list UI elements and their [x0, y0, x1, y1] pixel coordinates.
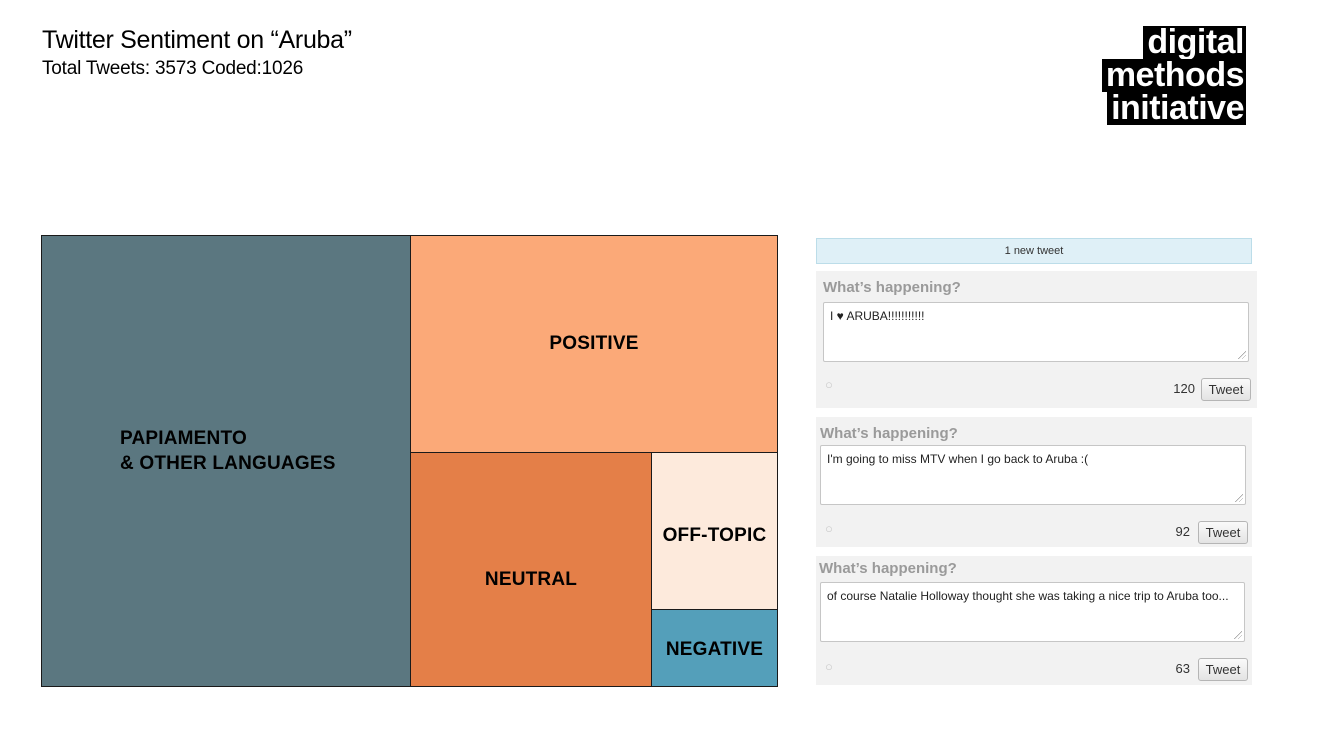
tweet-prompt: What’s happening?	[820, 425, 958, 442]
tweet-textarea[interactable]: I'm going to miss MTV when I go back to …	[820, 445, 1246, 505]
char-count: 120	[1173, 381, 1195, 396]
chart-subtitle: Total Tweets: 3573 Coded:1026	[42, 58, 304, 79]
chart-title: Twitter Sentiment on “Aruba”	[42, 26, 352, 54]
location-icon[interactable]: ○	[825, 377, 833, 392]
tweet-box-3: What’s happening? of course Natalie Holl…	[816, 556, 1252, 685]
tweet-prompt: What’s happening?	[823, 279, 961, 296]
logo-line-3: initiative	[1107, 91, 1246, 125]
sentiment-treemap: PAPIAMENTO & OTHER LANGUAGES POSITIVE NEUTR…	[41, 235, 778, 687]
tweet-button[interactable]: Tweet	[1201, 378, 1251, 401]
logo-line-1: digital	[1143, 25, 1246, 59]
tile-negative: NEGATIVE	[651, 609, 778, 687]
tweet-textarea[interactable]: of course Natalie Holloway thought she w…	[820, 582, 1245, 642]
tweet-box-2: What’s happening? I'm going to miss MTV …	[816, 417, 1252, 547]
tweet-text: I'm going to miss MTV when I go back to …	[827, 452, 1089, 466]
location-icon[interactable]: ○	[825, 521, 833, 536]
tile-neutral: NEUTRAL	[410, 452, 652, 687]
tile-label-line: NEGATIVE	[665, 639, 764, 660]
char-count: 63	[1175, 661, 1190, 676]
dmi-logo: digital methods initiative	[1066, 25, 1246, 125]
tweet-text: I ♥ ARUBA!!!!!!!!!!!	[830, 309, 925, 323]
tile-label-line: OFF-TOPIC	[662, 525, 767, 546]
resize-grip-icon[interactable]	[1235, 494, 1243, 502]
tile-label-line: & OTHER LANGUAGES	[120, 452, 336, 474]
tweet-box-1: What’s happening? I ♥ ARUBA!!!!!!!!!!! ○…	[816, 271, 1257, 408]
tile-positive: POSITIVE	[410, 235, 778, 453]
resize-grip-icon[interactable]	[1238, 351, 1246, 359]
tile-label-line: POSITIVE	[549, 333, 639, 354]
char-count: 92	[1175, 524, 1190, 539]
resize-grip-icon[interactable]	[1234, 631, 1242, 639]
tile-label: PAPIAMENTO & OTHER LANGUAGES	[120, 428, 336, 475]
tweet-button[interactable]: Tweet	[1198, 658, 1248, 681]
tweet-text: of course Natalie Holloway thought she w…	[827, 589, 1229, 603]
tile-label: OFF-TOPIC	[663, 525, 767, 547]
tile-label: NEGATIVE	[666, 639, 763, 661]
tweet-textarea[interactable]: I ♥ ARUBA!!!!!!!!!!!	[823, 302, 1249, 362]
new-tweet-bar[interactable]: 1 new tweet	[816, 238, 1252, 264]
logo-line-2: methods	[1101, 58, 1246, 92]
tile-off-topic: OFF-TOPIC	[651, 452, 778, 610]
tile-label: NEUTRAL	[485, 569, 577, 591]
tweet-button[interactable]: Tweet	[1198, 521, 1248, 544]
tile-label-line: NEUTRAL	[484, 568, 578, 590]
tweet-prompt: What’s happening?	[819, 560, 957, 577]
tile-papiamento: PAPIAMENTO & OTHER LANGUAGES	[41, 235, 411, 687]
tile-label: POSITIVE	[549, 333, 638, 355]
location-icon[interactable]: ○	[825, 659, 833, 674]
tile-label-line: PAPIAMENTO	[120, 427, 247, 449]
